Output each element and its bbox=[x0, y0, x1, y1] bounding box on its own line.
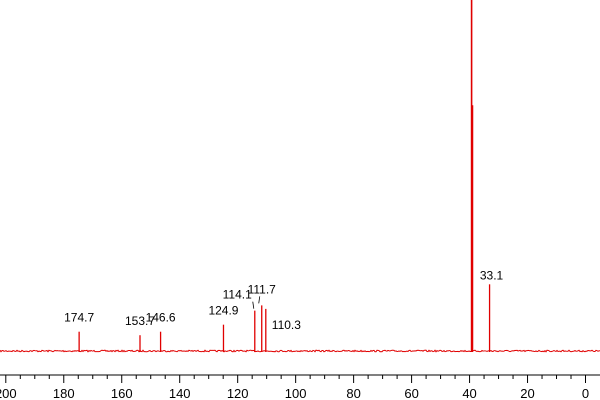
x-axis: 200180160140120100806040200 bbox=[0, 374, 600, 400]
peak-label: 33.1 bbox=[480, 268, 504, 282]
peak-label: 111.7 bbox=[248, 282, 277, 296]
spectrum-baseline bbox=[0, 349, 600, 353]
peak-label-leader bbox=[258, 296, 261, 304]
peak-label: 174.7 bbox=[64, 311, 94, 325]
x-axis-tick-label: 120 bbox=[227, 386, 249, 400]
peak-label: 146.6 bbox=[146, 311, 176, 325]
x-axis-tick-label: 180 bbox=[53, 386, 75, 400]
spectrum-trace-layer bbox=[0, 0, 600, 353]
peak-label: 110.3 bbox=[272, 318, 301, 332]
x-axis-tick-label: 60 bbox=[404, 386, 418, 400]
peak-label-leader bbox=[252, 301, 255, 309]
peak-label: 124.9 bbox=[208, 304, 238, 318]
peak-label: 114.1 bbox=[223, 288, 252, 302]
x-axis-tick-label: 20 bbox=[520, 386, 534, 400]
peak-label: 153.7 bbox=[125, 314, 155, 328]
x-axis-tick-label: 200 bbox=[0, 386, 17, 400]
x-axis-tick-label: 160 bbox=[111, 386, 133, 400]
x-axis-tick-label: 40 bbox=[462, 386, 476, 400]
x-axis-tick-label: 80 bbox=[346, 386, 360, 400]
x-axis-tick-label: 0 bbox=[582, 386, 589, 400]
x-axis-tick-label: 140 bbox=[169, 386, 191, 400]
x-axis-tick-label: 100 bbox=[285, 386, 307, 400]
